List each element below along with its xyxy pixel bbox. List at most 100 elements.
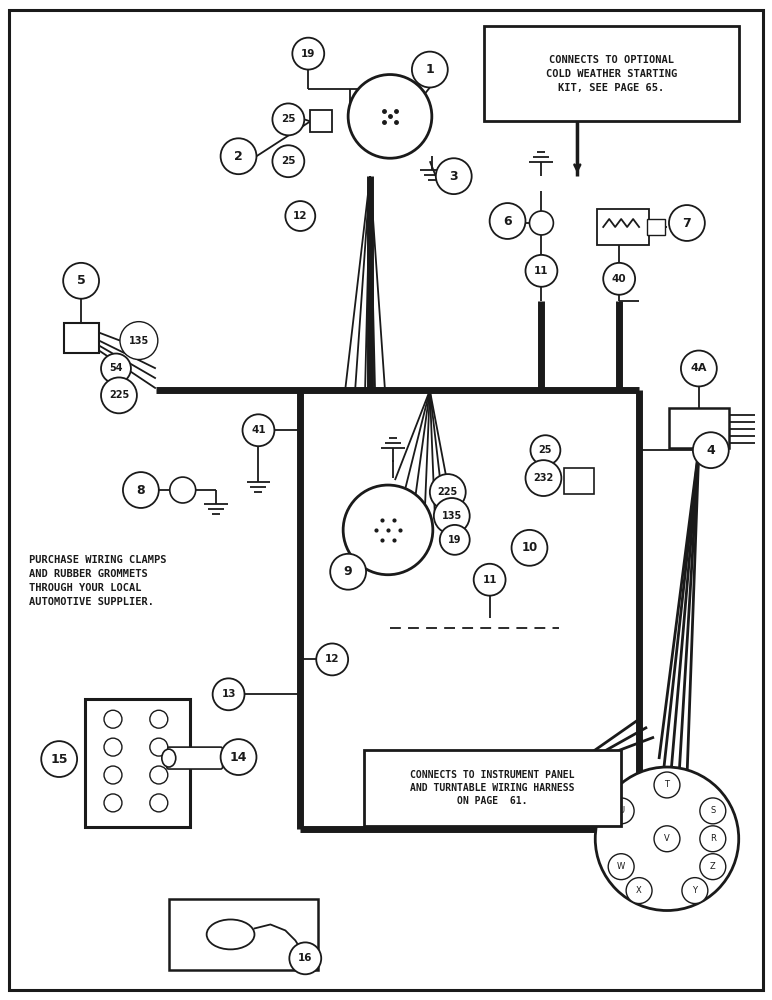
Circle shape [412, 52, 448, 87]
Circle shape [101, 377, 137, 413]
Circle shape [150, 766, 168, 784]
Circle shape [669, 205, 705, 241]
Text: 8: 8 [137, 484, 145, 497]
Circle shape [120, 322, 157, 360]
Circle shape [123, 472, 159, 508]
Circle shape [489, 203, 526, 239]
Bar [647, 219, 665, 235]
Text: 225: 225 [109, 390, 129, 400]
Circle shape [700, 826, 726, 852]
Circle shape [512, 530, 547, 566]
Circle shape [682, 878, 708, 904]
Circle shape [104, 738, 122, 756]
Text: 232: 232 [533, 473, 554, 483]
Circle shape [603, 263, 635, 295]
Text: Z: Z [710, 862, 716, 871]
Text: 7: 7 [682, 217, 691, 230]
Text: 225: 225 [438, 487, 458, 497]
Circle shape [221, 739, 256, 775]
Bar [598, 209, 649, 245]
Text: 40: 40 [612, 274, 626, 284]
Circle shape [150, 738, 168, 756]
Text: 10: 10 [521, 541, 537, 554]
Circle shape [273, 103, 304, 135]
Text: 54: 54 [109, 363, 123, 373]
Text: CONNECTS TO INSTRUMENT PANEL
AND TURNTABLE WIRING HARNESS
ON PAGE  61.: CONNECTS TO INSTRUMENT PANEL AND TURNTAB… [411, 770, 575, 806]
Text: 12: 12 [293, 211, 307, 221]
Bar [310, 110, 332, 132]
Text: 9: 9 [344, 565, 353, 578]
Circle shape [63, 263, 99, 299]
Text: 1: 1 [425, 63, 434, 76]
Text: 4: 4 [706, 444, 715, 457]
FancyBboxPatch shape [167, 747, 222, 769]
Text: PURCHASE WIRING CLAMPS
AND RUBBER GROMMETS
THROUGH YOUR LOCAL
AUTOMOTIVE SUPPLIE: PURCHASE WIRING CLAMPS AND RUBBER GROMME… [29, 555, 167, 607]
Circle shape [434, 498, 469, 534]
Text: 19: 19 [448, 535, 462, 545]
Circle shape [41, 741, 77, 777]
Text: W: W [617, 862, 625, 871]
Text: Y: Y [692, 886, 697, 895]
Circle shape [104, 766, 122, 784]
Circle shape [654, 772, 680, 798]
Circle shape [293, 38, 324, 70]
Circle shape [626, 878, 652, 904]
Text: 135: 135 [442, 511, 462, 521]
Circle shape [693, 432, 729, 468]
Text: 25: 25 [281, 156, 296, 166]
Circle shape [700, 854, 726, 880]
Circle shape [344, 485, 433, 575]
Text: 135: 135 [129, 336, 149, 346]
Text: 14: 14 [230, 751, 247, 764]
Text: 19: 19 [301, 49, 316, 59]
Text: 6: 6 [503, 215, 512, 228]
Text: 11: 11 [534, 266, 549, 276]
Bar [85, 699, 190, 827]
Circle shape [348, 75, 432, 158]
FancyBboxPatch shape [483, 26, 739, 121]
Circle shape [654, 826, 680, 852]
Circle shape [212, 678, 245, 710]
Text: T: T [665, 780, 669, 789]
Circle shape [436, 158, 472, 194]
Bar [169, 899, 318, 970]
Circle shape [530, 211, 554, 235]
Text: 11: 11 [482, 575, 497, 585]
Text: 13: 13 [222, 689, 235, 699]
Circle shape [286, 201, 315, 231]
Text: 5: 5 [76, 274, 86, 287]
Text: S: S [710, 806, 716, 815]
Text: R: R [710, 834, 716, 843]
Circle shape [595, 767, 739, 911]
Circle shape [430, 474, 466, 510]
Bar [669, 408, 729, 448]
Circle shape [530, 435, 560, 465]
Text: 4A: 4A [691, 363, 707, 373]
Circle shape [170, 477, 195, 503]
Circle shape [440, 525, 469, 555]
Circle shape [681, 351, 717, 386]
FancyBboxPatch shape [364, 750, 621, 826]
Bar [64, 323, 99, 353]
Text: 16: 16 [298, 953, 313, 963]
Circle shape [608, 854, 634, 880]
Circle shape [242, 414, 274, 446]
Text: X: X [636, 886, 642, 895]
Circle shape [221, 138, 256, 174]
Circle shape [150, 710, 168, 728]
Circle shape [104, 794, 122, 812]
Circle shape [290, 942, 321, 974]
Text: 12: 12 [325, 654, 340, 664]
Circle shape [700, 798, 726, 824]
Text: 15: 15 [50, 753, 68, 766]
Circle shape [317, 643, 348, 675]
Circle shape [150, 794, 168, 812]
Circle shape [104, 710, 122, 728]
Circle shape [330, 554, 366, 590]
Text: 25: 25 [281, 114, 296, 124]
Circle shape [474, 564, 506, 596]
Circle shape [101, 354, 131, 383]
Text: 3: 3 [449, 170, 458, 183]
Text: V: V [664, 834, 670, 843]
Text: CONNECTS TO OPTIONAL
COLD WEATHER STARTING
KIT, SEE PAGE 65.: CONNECTS TO OPTIONAL COLD WEATHER STARTI… [546, 55, 677, 93]
